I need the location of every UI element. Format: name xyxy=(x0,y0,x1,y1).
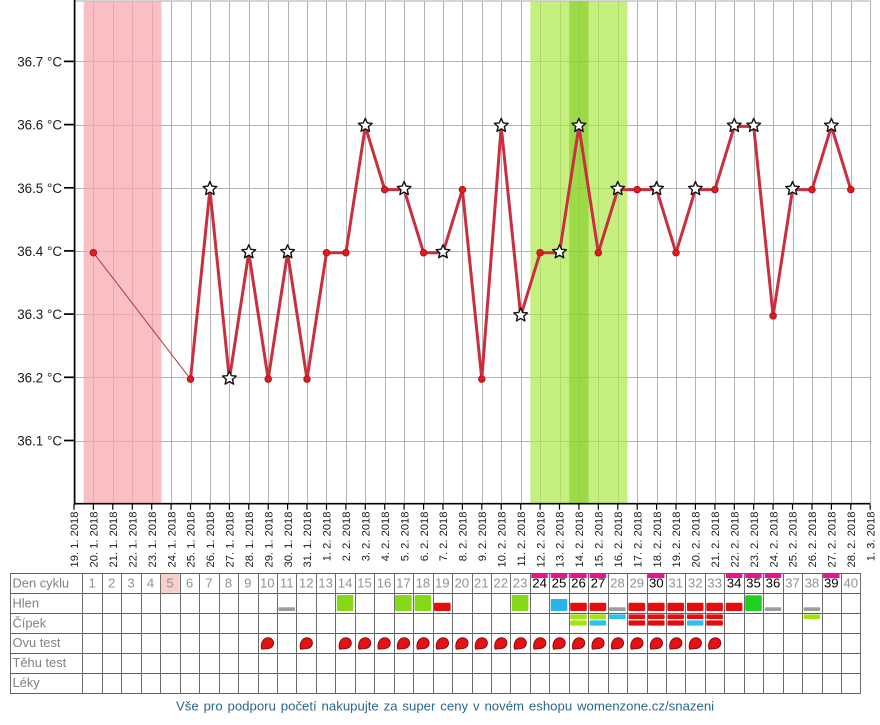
svg-text:22. 1. 2018: 22. 1. 2018 xyxy=(128,512,140,568)
svg-text:8: 8 xyxy=(225,576,232,591)
svg-text:1: 1 xyxy=(89,576,96,591)
svg-text:27. 1. 2018: 27. 1. 2018 xyxy=(225,512,237,568)
svg-text:2. 2. 2018: 2. 2. 2018 xyxy=(341,512,353,562)
svg-text:15. 2. 2018: 15. 2. 2018 xyxy=(594,512,606,568)
svg-text:17: 17 xyxy=(396,576,411,591)
svg-text:13: 13 xyxy=(318,576,333,591)
svg-text:28. 2. 2018: 28. 2. 2018 xyxy=(846,512,858,568)
svg-text:15: 15 xyxy=(357,576,372,591)
svg-text:16: 16 xyxy=(377,576,392,591)
svg-text:37: 37 xyxy=(785,576,800,591)
svg-text:3: 3 xyxy=(127,576,134,591)
svg-text:Léky: Léky xyxy=(13,675,41,690)
svg-text:12. 2. 2018: 12. 2. 2018 xyxy=(535,512,547,568)
svg-text:Těhu test: Těhu test xyxy=(13,655,67,670)
svg-text:36.5 °C: 36.5 °C xyxy=(17,181,62,196)
svg-text:14. 2. 2018: 14. 2. 2018 xyxy=(574,512,586,568)
svg-text:7: 7 xyxy=(205,576,212,591)
svg-text:Čípek: Čípek xyxy=(13,615,47,630)
svg-text:24. 2. 2018: 24. 2. 2018 xyxy=(768,512,780,568)
svg-text:28: 28 xyxy=(610,576,625,591)
svg-text:8. 2. 2018: 8. 2. 2018 xyxy=(458,512,470,562)
svg-text:35: 35 xyxy=(746,576,761,591)
svg-text:21. 2. 2018: 21. 2. 2018 xyxy=(710,512,722,568)
svg-text:32: 32 xyxy=(688,576,703,591)
svg-text:18. 2. 2018: 18. 2. 2018 xyxy=(652,512,664,568)
svg-text:25. 2. 2018: 25. 2. 2018 xyxy=(788,512,800,568)
svg-text:26: 26 xyxy=(571,576,586,591)
svg-text:34: 34 xyxy=(727,576,742,591)
svg-text:13. 2. 2018: 13. 2. 2018 xyxy=(555,512,567,568)
svg-text:39: 39 xyxy=(824,576,839,591)
svg-text:6: 6 xyxy=(186,576,193,591)
svg-text:31. 1. 2018: 31. 1. 2018 xyxy=(302,512,314,568)
svg-text:31: 31 xyxy=(668,576,683,591)
svg-text:5. 2. 2018: 5. 2. 2018 xyxy=(399,512,411,562)
svg-text:36.1 °C: 36.1 °C xyxy=(17,434,62,449)
svg-text:14: 14 xyxy=(338,576,353,591)
svg-text:Ovu test: Ovu test xyxy=(13,635,61,650)
svg-text:Den cyklu: Den cyklu xyxy=(13,575,70,590)
svg-text:17. 2. 2018: 17. 2. 2018 xyxy=(632,512,644,568)
svg-text:10. 2. 2018: 10. 2. 2018 xyxy=(496,512,508,568)
svg-text:1. 2. 2018: 1. 2. 2018 xyxy=(322,512,334,562)
svg-text:25: 25 xyxy=(552,576,567,591)
svg-text:20. 1. 2018: 20. 1. 2018 xyxy=(89,512,101,568)
svg-text:19: 19 xyxy=(435,576,450,591)
svg-text:33: 33 xyxy=(707,576,722,591)
svg-text:10: 10 xyxy=(260,576,275,591)
svg-text:4: 4 xyxy=(147,576,154,591)
svg-text:21: 21 xyxy=(474,576,489,591)
svg-text:40: 40 xyxy=(843,576,858,591)
svg-text:24: 24 xyxy=(532,576,547,591)
svg-text:23. 1. 2018: 23. 1. 2018 xyxy=(147,512,159,568)
svg-text:9: 9 xyxy=(244,576,251,591)
svg-text:16. 2. 2018: 16. 2. 2018 xyxy=(613,512,625,568)
svg-text:30: 30 xyxy=(649,576,664,591)
svg-text:6. 2. 2018: 6. 2. 2018 xyxy=(419,512,431,562)
svg-text:23: 23 xyxy=(513,576,528,591)
svg-text:24. 1. 2018: 24. 1. 2018 xyxy=(166,512,178,568)
svg-text:36.7 °C: 36.7 °C xyxy=(17,55,62,70)
svg-text:9. 2. 2018: 9. 2. 2018 xyxy=(477,512,489,562)
svg-text:36.3 °C: 36.3 °C xyxy=(17,307,62,322)
svg-text:7. 2. 2018: 7. 2. 2018 xyxy=(438,512,450,562)
svg-text:19. 2. 2018: 19. 2. 2018 xyxy=(671,512,683,568)
svg-text:30. 1. 2018: 30. 1. 2018 xyxy=(283,512,295,568)
svg-text:25. 1. 2018: 25. 1. 2018 xyxy=(186,512,198,568)
svg-text:36.2 °C: 36.2 °C xyxy=(17,370,62,385)
svg-text:27: 27 xyxy=(591,576,606,591)
svg-text:22: 22 xyxy=(493,576,508,591)
svg-text:29. 1. 2018: 29. 1. 2018 xyxy=(263,512,275,568)
svg-text:11. 2. 2018: 11. 2. 2018 xyxy=(516,512,528,567)
svg-text:23. 2. 2018: 23. 2. 2018 xyxy=(749,512,761,568)
svg-text:26. 2. 2018: 26. 2. 2018 xyxy=(807,512,819,568)
svg-text:Vše pro podporu početí nakupuj: Vše pro podporu početí nakupujte za supe… xyxy=(176,699,714,714)
svg-text:36: 36 xyxy=(766,576,781,591)
svg-text:4. 2. 2018: 4. 2. 2018 xyxy=(380,512,392,562)
svg-text:21. 1. 2018: 21. 1. 2018 xyxy=(108,512,120,568)
svg-text:26. 1. 2018: 26. 1. 2018 xyxy=(205,512,217,568)
svg-text:19. 1. 2018: 19. 1. 2018 xyxy=(69,512,81,568)
svg-text:22. 2. 2018: 22. 2. 2018 xyxy=(730,512,742,568)
svg-text:11: 11 xyxy=(280,576,294,591)
svg-text:Hlen: Hlen xyxy=(13,595,40,610)
svg-text:3. 2. 2018: 3. 2. 2018 xyxy=(361,512,373,562)
svg-text:20. 2. 2018: 20. 2. 2018 xyxy=(691,512,703,568)
svg-text:28. 1. 2018: 28. 1. 2018 xyxy=(244,512,256,568)
svg-text:20: 20 xyxy=(454,576,469,591)
svg-text:29: 29 xyxy=(629,576,644,591)
svg-text:18: 18 xyxy=(416,576,431,591)
svg-text:27. 2. 2018: 27. 2. 2018 xyxy=(827,512,839,568)
svg-text:36.6 °C: 36.6 °C xyxy=(17,118,62,133)
svg-text:36.4 °C: 36.4 °C xyxy=(17,244,62,259)
svg-text:12: 12 xyxy=(299,576,314,591)
svg-text:2: 2 xyxy=(108,576,115,591)
svg-text:5: 5 xyxy=(166,576,173,591)
svg-text:1. 3. 2018: 1. 3. 2018 xyxy=(865,512,877,562)
svg-text:38: 38 xyxy=(805,576,820,591)
